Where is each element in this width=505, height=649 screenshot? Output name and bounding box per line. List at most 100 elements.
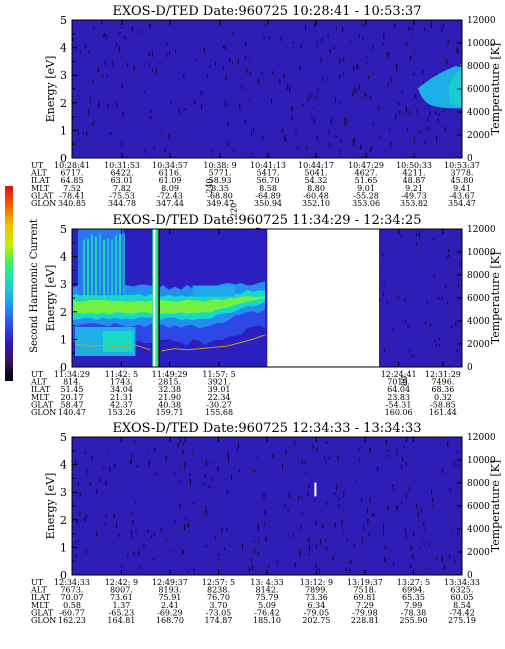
spectrogram-noise <box>187 569 188 573</box>
x-table-cell: 153.26 <box>107 408 135 417</box>
x-table-cell: 8142. <box>256 586 279 595</box>
spectrogram-noise <box>306 145 308 149</box>
spectrogram-noise <box>191 451 193 455</box>
spectrogram-noise <box>304 460 306 464</box>
spectrogram-column <box>119 233 121 295</box>
spectrogram-noise <box>137 549 139 556</box>
spectrogram-noise <box>215 535 217 541</box>
spectrogram-noise <box>316 40 318 47</box>
spectrogram-noise <box>89 482 91 486</box>
x-table-cell: 10:38: 9 <box>203 161 236 170</box>
spectrogram-noise <box>387 82 389 88</box>
spectrogram-noise <box>224 101 226 107</box>
x-table-cell: 13:34:33 <box>444 578 480 587</box>
spectrogram-noise <box>105 34 107 40</box>
spectrogram-noise <box>244 56 246 60</box>
spectrogram-noise <box>227 140 229 146</box>
spectrogram-noise <box>205 505 207 509</box>
x-table-cell: -55.28 <box>353 191 379 200</box>
x-table-cell: 6.34 <box>307 601 325 610</box>
spectrogram-noise <box>224 44 226 50</box>
spectrogram-noise <box>366 56 368 59</box>
spectrogram-noise <box>404 299 406 303</box>
spectrogram-noise <box>218 558 220 562</box>
spectrogram-noise <box>406 41 408 48</box>
spectrogram-noise <box>109 466 111 472</box>
spectrogram-noise <box>189 473 190 477</box>
y2-tick-label: 8000 <box>467 62 490 72</box>
spectrogram-noise <box>392 484 394 487</box>
spectrogram-noise <box>77 483 79 486</box>
spectrogram-column <box>123 233 125 295</box>
spectrogram-noise <box>407 324 409 328</box>
row-label: GLON <box>31 616 56 625</box>
spectrogram-noise <box>232 32 233 35</box>
spectrogram-noise <box>251 130 252 137</box>
spectrogram-noise <box>136 465 138 468</box>
spectrogram-noise <box>313 107 315 110</box>
x-table-cell: 168.70 <box>156 616 184 625</box>
spectrogram-noise <box>88 50 90 54</box>
spectrogram-noise <box>248 98 250 102</box>
spectrogram-noise <box>93 25 95 29</box>
x-table-cell: 13:19:37 <box>347 578 383 587</box>
spectrogram-noise <box>329 49 331 53</box>
y2-tick-label: 6000 <box>467 294 490 304</box>
spectrogram-noise <box>318 142 320 145</box>
spectrogram-noise <box>130 529 132 535</box>
x-table-cell: 21.31 <box>110 393 133 402</box>
spectrogram-noise <box>357 64 359 69</box>
spectrogram-noise <box>411 26 413 30</box>
spectrogram-noise <box>359 447 361 451</box>
x-table-cell: 8007. <box>110 586 133 595</box>
spectrogram-noise <box>98 67 99 72</box>
spectrogram-noise <box>232 61 233 64</box>
spectrogram-column <box>99 233 101 295</box>
spectrogram-noise <box>96 488 98 494</box>
y2-axis-label: Temperature [K] <box>489 43 502 135</box>
spectrogram-noise <box>449 488 451 493</box>
spectrogram-noise <box>320 57 322 64</box>
spectrogram-noise <box>301 460 303 465</box>
x-table-cell: 11:42: 5 <box>105 370 138 379</box>
spectrogram-noise <box>241 84 243 91</box>
spectrogram-noise <box>400 234 402 238</box>
data-gap <box>153 229 156 367</box>
spectrogram-noise <box>430 489 432 494</box>
spectrogram-noise <box>378 105 380 111</box>
spectrogram-noise <box>442 469 444 474</box>
spectrogram-noise <box>321 38 323 42</box>
spectrogram-noise <box>210 149 212 155</box>
spectrogram-noise <box>249 59 251 63</box>
spectrogram-noise <box>120 26 122 29</box>
x-table-cell: 164.81 <box>107 616 135 625</box>
spectrogram-noise <box>237 59 239 65</box>
spectrogram-noise <box>408 486 410 491</box>
spectrogram-noise <box>339 101 341 104</box>
spectrogram-noise <box>257 551 259 555</box>
x-table-cell: 3.70 <box>210 601 228 610</box>
spectrogram-noise <box>457 463 459 467</box>
spectrogram-noise <box>104 521 106 526</box>
spectrogram-noise <box>168 134 170 140</box>
spectrogram-noise <box>285 450 287 455</box>
spectrogram-noise <box>268 563 270 569</box>
spectrogram-noise <box>254 469 255 473</box>
spectrogram-noise <box>131 534 132 540</box>
y2-tick-label: 8000 <box>467 479 490 489</box>
x-table-cell: 39.01 <box>208 385 231 394</box>
spectrogram-noise <box>428 542 430 546</box>
spectrogram-noise <box>212 461 214 466</box>
y2-tick-label: 0 <box>467 571 473 581</box>
spectrogram-noise <box>445 285 447 289</box>
spectrogram-column <box>83 239 85 301</box>
spectrogram-noise <box>315 520 317 526</box>
spectrogram-noise <box>384 556 386 563</box>
spectrogram-noise <box>386 454 388 458</box>
spectrogram-noise <box>436 135 438 142</box>
spectrogram-noise <box>251 151 253 155</box>
spectrogram-noise <box>366 94 368 97</box>
x-table-cell: 58.93 <box>209 176 232 185</box>
spectrogram-noise <box>444 126 446 132</box>
spectrogram-noise <box>117 85 119 88</box>
